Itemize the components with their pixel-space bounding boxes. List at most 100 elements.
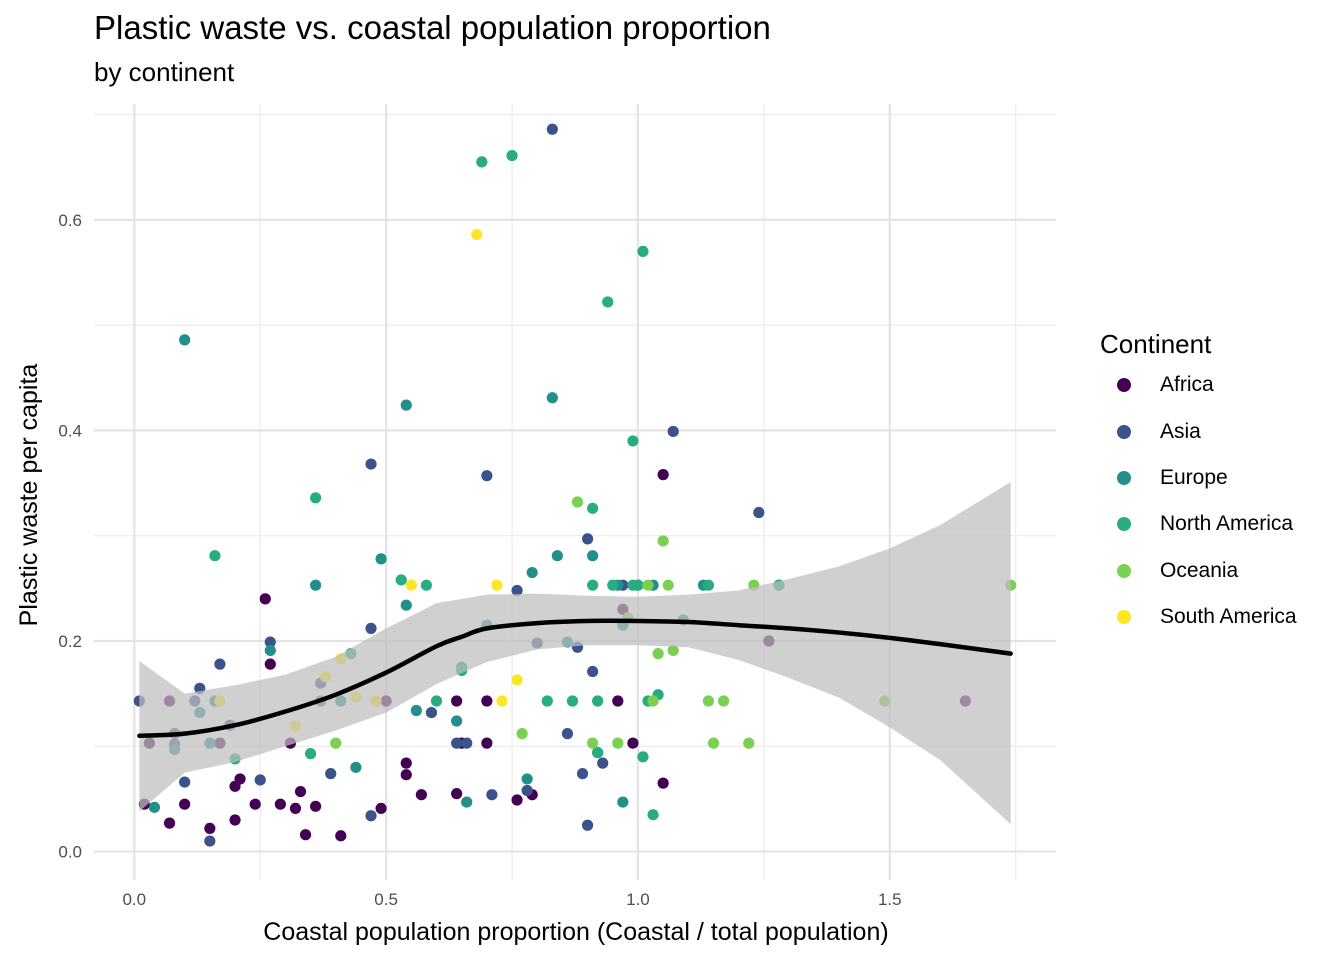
point-oceania [587,737,599,749]
point-north-america [647,809,659,821]
legend-label-oceania: Oceania [1160,558,1239,582]
x-tick-label: 0.0 [122,890,146,909]
point-africa [289,802,302,815]
point-asia [365,458,377,470]
point-europe [148,801,161,813]
point-north-america [420,579,433,591]
point-asia [587,665,599,678]
point-north-america [592,695,604,707]
point-north-america [632,579,644,591]
y-tick-label: 0.6 [58,211,82,230]
chart-subtitle: by continent [94,57,235,87]
point-asia [561,728,574,740]
point-asia [667,425,679,438]
legend-label-south-america: South America [1160,605,1297,629]
point-africa [249,798,261,810]
point-africa [259,593,271,605]
point-asia [214,658,226,670]
y-axis-title: Plastic waste per capita [15,364,43,627]
point-europe [521,773,533,785]
point-africa [310,800,322,812]
legend: Continent Africa Asia Europe North America O… [1100,326,1297,640]
point-africa [400,757,412,769]
point-north-america [506,149,518,162]
point-africa [451,788,463,800]
legend-key-south-america [1117,610,1131,625]
point-africa [299,829,312,841]
point-north-america [602,296,614,308]
y-tick-label: 0.0 [58,843,82,862]
point-europe [179,334,191,346]
smooth-line-layer [137,618,1013,738]
point-north-america [637,751,649,763]
chart-title: Plastic waste vs. coastal population pro… [94,9,771,46]
point-north-america [637,245,649,258]
point-oceania [743,737,755,749]
point-south-america [491,579,503,591]
legend-item-oceania: Oceania [1100,548,1297,594]
point-africa [163,817,176,829]
confidence-band-layer [139,481,1011,825]
point-oceania [652,648,664,660]
x-axis-title: Coastal population proportion (Coastal /… [263,918,888,946]
point-europe [551,550,563,562]
point-africa [234,773,246,785]
legend-key-north-america [1117,517,1131,532]
point-south-america [405,579,417,591]
point-africa [274,798,286,810]
point-asia [325,768,337,780]
legend-label-asia: Asia [1160,419,1201,443]
legend-item-africa: Africa [1100,362,1297,408]
point-africa [657,469,669,481]
point-africa [264,658,276,670]
legend-key-europe [1117,470,1131,485]
legend-item-south-america: South America [1100,594,1297,640]
point-asia [753,506,765,519]
point-north-america [310,492,322,504]
point-europe [526,566,538,579]
x-tick-label: 0.5 [374,890,398,909]
tick-labels: 0.0 0.5 1.0 1.5 0.0 0.2 0.4 0.6 [58,211,901,909]
y-tick-label: 0.2 [58,632,82,651]
point-europe [400,599,412,611]
legend-item-north-america: North America [1100,501,1297,547]
point-asia [254,774,266,786]
point-asia [204,835,216,847]
point-oceania [571,496,584,508]
point-asia [546,123,558,135]
point-oceania [612,737,624,749]
legend-items: Africa Asia Europe North America Oceania Sout… [1100,362,1297,640]
legend-key-oceania [1117,563,1131,578]
point-africa [612,695,624,707]
point-europe [310,579,322,591]
point-north-america [541,695,553,707]
point-north-america [587,502,599,514]
point-africa [294,785,307,798]
point-north-america [304,748,317,760]
point-africa [657,777,669,789]
point-asia [264,636,276,648]
point-africa [229,814,241,826]
point-oceania [657,535,669,547]
point-europe [546,392,558,404]
point-north-america [627,435,639,447]
x-tick-label: 1.5 [878,890,902,909]
legend-label-north-america: North America [1160,512,1294,536]
point-oceania [647,695,659,707]
point-north-america [592,746,604,759]
point-asia [511,584,523,597]
point-europe [264,644,276,657]
point-europe [451,715,463,727]
point-north-america [395,574,407,586]
point-oceania [330,737,342,749]
point-asia [486,789,498,801]
legend-key-africa [1117,378,1131,393]
point-oceania [642,579,654,591]
point-north-america [209,550,221,562]
point-oceania [516,728,528,740]
point-asia [365,810,377,822]
point-oceania [667,644,679,657]
point-north-america [476,156,488,168]
point-africa [375,802,387,815]
point-europe [617,796,629,808]
